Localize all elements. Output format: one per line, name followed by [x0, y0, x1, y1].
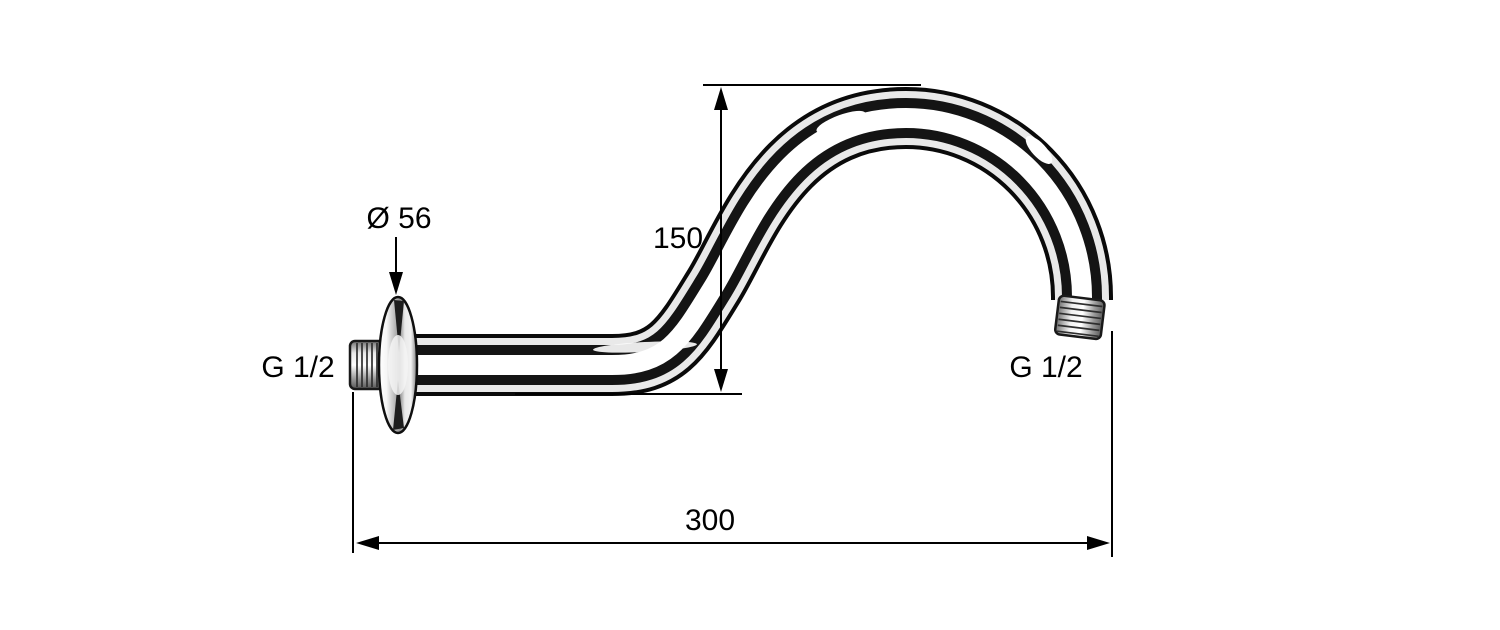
arrowhead-left-icon	[356, 536, 379, 550]
dim-diameter: Ø 56	[366, 202, 432, 295]
dim-length: 300	[352, 331, 1113, 557]
label-outlet-thread: G 1/2	[1009, 351, 1082, 384]
label-inlet-thread: G 1/2	[261, 351, 334, 384]
pipe-highlight-shoulder	[593, 341, 697, 353]
pipe-highlight-top-right	[1025, 135, 1053, 165]
flange-bottom-notch	[393, 380, 404, 430]
arrowhead-down-icon	[714, 369, 728, 392]
pipe-highlight-top-left	[816, 110, 866, 134]
label-overall-length: 300	[685, 504, 735, 537]
label-rise-height: 150	[653, 222, 703, 255]
pipe-highlight-core	[400, 107, 1092, 375]
shower-arm	[348, 86, 1113, 435]
dimensions: Ø 56 150 300 G 1/2 G 1/2	[261, 84, 1113, 557]
flange-top-notch	[394, 300, 404, 352]
pipe	[400, 86, 1113, 396]
flange-center-highlight	[388, 335, 408, 395]
arrowhead-up-icon	[714, 87, 728, 110]
arrowhead-down-icon	[389, 272, 403, 295]
wall-flange	[377, 295, 419, 435]
outlet-thread	[1053, 294, 1106, 341]
arrowhead-right-icon	[1087, 536, 1110, 550]
dim-height: 150	[515, 84, 921, 395]
label-flange-diameter: Ø 56	[366, 202, 431, 235]
